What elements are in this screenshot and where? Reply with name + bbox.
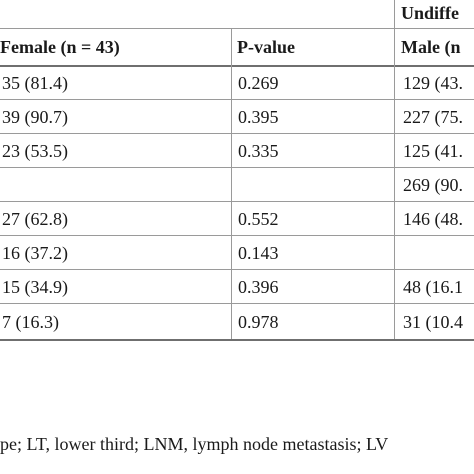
cell-male: 227 (75. — [403, 107, 463, 127]
cell-male: 129 (43. — [403, 73, 463, 93]
cell-male: 125 (41. — [403, 141, 463, 161]
cell-male: 31 (10.4 — [403, 312, 463, 332]
rule — [0, 167, 474, 168]
group-header: Undiffe — [401, 3, 459, 23]
cell-p-value: 0.396 — [238, 277, 279, 297]
rule — [0, 65, 474, 67]
rule — [0, 235, 474, 236]
col-header-female: Female (n = 43) — [0, 37, 120, 57]
cell-p-value: 0.269 — [238, 73, 279, 93]
rule — [0, 28, 474, 29]
cell-female: 23 (53.5) — [2, 141, 68, 161]
cell-female: 39 (90.7) — [2, 107, 68, 127]
cell-p-value: 0.978 — [238, 312, 279, 332]
col-header-p-value: P-value — [237, 37, 295, 57]
cell-male: 269 (90. — [403, 175, 463, 195]
rule — [0, 339, 474, 341]
cell-female: 15 (34.9) — [2, 277, 68, 297]
rule — [0, 269, 474, 270]
cell-male: 146 (48. — [403, 209, 463, 229]
col-header-male: Male (n — [401, 37, 461, 57]
cell-p-value: 0.552 — [238, 209, 279, 229]
cell-p-value: 0.395 — [238, 107, 279, 127]
rule — [0, 133, 474, 134]
column-divider — [394, 0, 395, 339]
rule — [0, 201, 474, 202]
cell-p-value: 0.335 — [238, 141, 279, 161]
table-footnote: pe; LT, lower third; LNM, lymph node met… — [0, 434, 389, 454]
cell-female: 16 (37.2) — [2, 243, 68, 263]
cell-female: 35 (81.4) — [2, 73, 68, 93]
rule — [0, 99, 474, 100]
column-divider — [231, 29, 232, 339]
cell-p-value: 0.143 — [238, 243, 279, 263]
cell-male: 48 (16.1 — [403, 277, 463, 297]
cell-female: 27 (62.8) — [2, 209, 68, 229]
cell-female: 7 (16.3) — [2, 312, 59, 332]
rule — [0, 303, 474, 304]
